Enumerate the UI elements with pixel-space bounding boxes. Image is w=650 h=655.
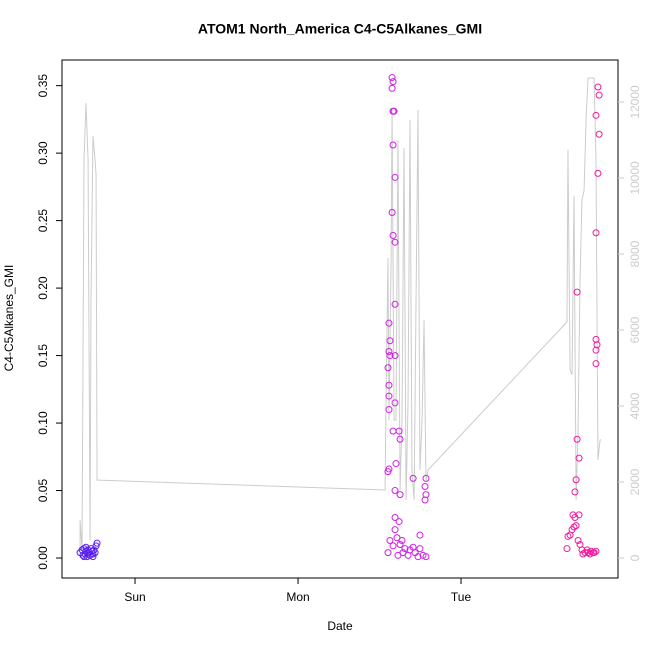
point [386,352,394,360]
y-tick-label: 0.35 [36,74,50,98]
point [575,511,583,519]
point [396,435,404,443]
point [563,545,571,553]
point [595,130,603,138]
point [579,550,587,558]
point [573,435,581,443]
point [395,518,403,526]
point [421,482,429,490]
y-tick-label: 0.30 [36,141,50,165]
point [392,460,400,468]
point [391,300,399,308]
point [404,551,412,559]
point [422,474,430,482]
point [385,319,393,327]
point [416,545,424,553]
point [401,545,409,553]
y-tick-label: 0.20 [36,276,50,300]
point [421,496,429,504]
point [391,238,399,246]
y2-tick-label: 4000 [628,392,642,419]
point [409,543,417,551]
point [386,337,394,345]
point [391,487,399,495]
point [385,406,393,414]
point [385,348,393,356]
y2-tick-label: 2000 [628,468,642,495]
y-tick-label: 0.25 [36,209,50,233]
point [82,543,90,551]
point [89,553,97,561]
point [389,141,397,149]
point [396,541,404,549]
point [391,173,399,181]
point [396,491,404,499]
point [389,231,397,239]
point [384,549,392,557]
point [385,381,393,389]
point [564,532,572,540]
point [388,84,396,92]
point [395,427,403,435]
x-tick-label: Sun [124,590,145,604]
point [389,542,397,550]
y-axis-label: C4-C5Alkanes_GMI [2,265,16,372]
plot-box [61,59,619,579]
point [388,209,396,217]
point [575,454,583,462]
y2-tick-label: 10000 [628,161,642,195]
point [385,392,393,400]
point [391,352,399,360]
point [592,360,600,368]
y-tick-label: 0.15 [36,344,50,368]
point [388,74,396,82]
point [594,83,602,91]
point [391,526,399,534]
x-tick-label: Tue [451,590,472,604]
point [398,536,406,544]
point [574,536,582,544]
point [384,364,392,372]
point [384,468,392,476]
altitude-line [79,77,602,559]
point [595,91,603,99]
point [592,111,600,119]
y2-tick-label: 0 [628,554,642,561]
x-tick-label: Mon [286,590,309,604]
point [390,107,398,115]
point [414,553,422,561]
point [586,550,594,558]
chart-title: ATOM1 North_America C4-C5Alkanes_GMI [198,21,482,37]
y2-tick-label: 6000 [628,316,642,343]
point [572,476,580,484]
point [386,536,394,544]
point [592,229,600,237]
point [391,514,399,522]
point [93,539,101,547]
point [409,474,417,482]
point [571,488,579,496]
y-tick-label: 0.05 [36,479,50,503]
point [573,288,581,296]
point [389,78,397,86]
point [592,346,600,354]
y-tick-label: 0.00 [36,546,50,570]
point [422,553,430,561]
point [592,547,600,555]
point [572,522,580,530]
y-tick-label: 0.10 [36,411,50,435]
x-axis-label: Date [327,619,353,633]
y2-tick-label: 12000 [628,85,642,119]
point [391,399,399,407]
point [416,531,424,539]
y2-tick-label: 8000 [628,240,642,267]
point [594,169,602,177]
